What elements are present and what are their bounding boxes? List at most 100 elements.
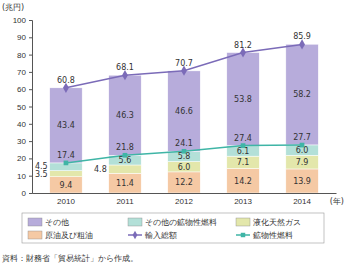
tick: 100	[13, 16, 32, 25]
data-label: 6.1	[237, 147, 250, 156]
tick-label: 2012	[175, 197, 193, 206]
data-label: 43.4	[57, 121, 75, 130]
axis-line	[33, 193, 337, 194]
y-axis: 0 10 20 30 40 50 60 70 80 90 100	[13, 16, 33, 198]
data-label: 27.7	[293, 133, 311, 142]
data-labels: 9.411.412.214.213.93.54.86.07.17.94.55.6…	[35, 32, 311, 189]
y-axis-title: (兆円)	[2, 3, 24, 12]
bar-segment	[168, 71, 200, 152]
bar-segment	[286, 145, 318, 155]
legend-swatch	[28, 218, 42, 226]
tick-label: 2013	[234, 197, 252, 206]
data-label: 24.1	[175, 139, 193, 148]
data-label: 9.4	[60, 181, 73, 190]
tick: 60	[17, 85, 32, 94]
tick-label: 100	[13, 16, 27, 25]
tick-label: 70	[17, 68, 26, 77]
x-axis: 2010 2011 2012 2013 2014	[33, 193, 337, 206]
legend-swatch	[236, 218, 250, 226]
plot-area	[50, 39, 319, 193]
tick-label: 90	[17, 33, 26, 42]
data-label: 3.5	[35, 170, 48, 179]
tick-mark	[29, 37, 32, 38]
x-axis-title: (年)	[330, 197, 344, 206]
data-label: 46.3	[116, 111, 134, 120]
tick-mark	[29, 176, 32, 177]
tick-mark	[29, 158, 32, 159]
tick-label: 40	[17, 120, 26, 129]
legend-swatch	[128, 218, 142, 226]
tick: 2011	[116, 193, 134, 206]
data-label: 68.1	[116, 63, 134, 72]
tick-label: 60	[17, 85, 26, 94]
bar-segment	[286, 169, 318, 193]
tick-label: 80	[17, 51, 26, 60]
bar-segment	[168, 162, 200, 172]
legend-label: 原油及び粗油	[45, 231, 93, 240]
line	[66, 44, 302, 87]
data-label: 7.9	[296, 158, 309, 167]
axis-line	[29, 21, 33, 194]
tick: 2013	[234, 193, 252, 206]
bar-segment	[109, 173, 141, 193]
source-note: 資料：財務省「貿易統計」から作成。	[2, 254, 138, 263]
legend: その他その他の鉱物性燃料液化天然ガス原油及び粗油輸入総額鉱物性燃料	[22, 213, 324, 243]
bar-segment	[109, 165, 141, 173]
line-marker	[64, 161, 69, 166]
data-label: 58.2	[293, 90, 311, 99]
data-label: 17.4	[57, 151, 75, 160]
legend-label: 液化天然ガス	[253, 218, 301, 227]
tick: 30	[17, 137, 32, 146]
tick-label: 20	[17, 154, 26, 163]
tick-label: 2011	[116, 197, 134, 206]
chart: 9.411.412.214.213.93.54.86.07.17.94.55.6…	[0, 0, 346, 266]
data-label: 6.0	[178, 163, 191, 172]
legend-swatch	[28, 231, 42, 239]
tick: 2010	[57, 193, 75, 206]
tick: 2012	[175, 193, 193, 206]
tick-label: 2014	[293, 197, 311, 206]
data-label: 21.8	[116, 143, 134, 152]
tick: 20	[17, 154, 32, 163]
legend-marker	[241, 233, 245, 237]
bar-segment	[286, 155, 318, 169]
bar-segment	[50, 171, 82, 177]
tick-mark	[29, 89, 32, 90]
tick-mark	[29, 124, 32, 125]
tick-label: 50	[17, 103, 26, 112]
tick-mark	[29, 72, 32, 73]
data-label: 13.9	[293, 177, 311, 186]
legend-marker	[133, 231, 138, 239]
data-label: 46.6	[175, 107, 193, 116]
tick: 2014	[293, 193, 311, 206]
tick-mark	[29, 141, 32, 142]
data-label: 81.2	[234, 41, 252, 50]
tick-mark	[29, 193, 32, 194]
tick-label: 10	[17, 172, 26, 181]
bar-segment	[286, 44, 318, 145]
bar-segment	[50, 177, 82, 193]
legend-label: その他の鉱物性燃料	[145, 218, 217, 227]
data-label: 27.4	[234, 134, 252, 143]
data-label: 12.2	[175, 178, 193, 187]
data-label: 14.2	[234, 177, 252, 186]
tick: 10	[17, 172, 32, 181]
bar-segment	[109, 75, 141, 155]
tick-label: 0	[22, 189, 27, 198]
legend-frame	[22, 213, 324, 243]
bar-segment	[50, 88, 82, 163]
data-label: 4.5	[35, 162, 48, 171]
legend-label: 鉱物性燃料	[253, 231, 293, 240]
tick: 40	[17, 120, 32, 129]
data-label: 7.1	[237, 158, 250, 167]
bar-segment	[227, 168, 259, 193]
bar-segment	[227, 53, 259, 146]
data-label: 4.8	[94, 165, 107, 174]
tick: 90	[17, 33, 32, 42]
tick-label: 30	[17, 137, 26, 146]
tick: 50	[17, 103, 32, 112]
tick: 80	[17, 51, 32, 60]
data-label: 5.8	[178, 152, 191, 161]
tick-mark	[29, 20, 32, 21]
data-label: 60.8	[57, 76, 75, 85]
